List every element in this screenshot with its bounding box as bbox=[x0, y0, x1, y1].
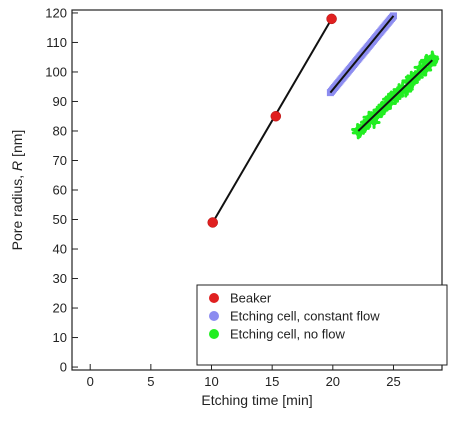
y-tick-label: 40 bbox=[53, 242, 67, 257]
series-0 bbox=[207, 13, 337, 228]
fit-line bbox=[329, 15, 395, 94]
tick-labels: 0 5 10 15 20 25 0 10 20 30 40 50 60 70 80 90 100 110 120 bbox=[45, 5, 400, 389]
data-point bbox=[389, 12, 397, 20]
y-tick-label: 30 bbox=[53, 271, 67, 286]
y-axis-label-suffix: [nm] bbox=[9, 130, 25, 161]
legend-marker-constant-flow bbox=[209, 311, 219, 321]
y-tick-label: 60 bbox=[53, 183, 67, 198]
fit-line bbox=[211, 18, 333, 223]
x-tick-label: 5 bbox=[147, 374, 154, 389]
x-tick-label: 15 bbox=[265, 374, 279, 389]
y-tick-label: 110 bbox=[46, 35, 67, 50]
legend-label-no-flow: Etching cell, no flow bbox=[230, 327, 346, 342]
legend: Beaker Etching cell, constant flow Etchi… bbox=[196, 284, 448, 366]
y-tick-label: 120 bbox=[45, 5, 67, 20]
legend-marker-no-flow bbox=[209, 329, 219, 339]
axis-ticks bbox=[72, 12, 394, 370]
data-point bbox=[207, 217, 218, 228]
legend-label-beaker: Beaker bbox=[230, 291, 272, 306]
fit-line bbox=[357, 59, 433, 132]
data-point bbox=[270, 110, 282, 122]
legend-marker-beaker bbox=[209, 293, 219, 303]
y-tick-label: 10 bbox=[53, 330, 67, 345]
series-2 bbox=[351, 50, 440, 140]
x-tick-label: 0 bbox=[87, 374, 94, 389]
y-axis-label: Pore radius, R [nm] bbox=[9, 130, 25, 251]
y-tick-label: 90 bbox=[53, 94, 67, 109]
legend-box bbox=[196, 284, 448, 366]
y-tick-label: 100 bbox=[45, 64, 67, 79]
y-tick-label: 0 bbox=[60, 360, 67, 375]
y-tick-label: 50 bbox=[53, 212, 67, 227]
series-1 bbox=[326, 12, 397, 97]
data-point bbox=[326, 13, 337, 25]
y-axis-label-prefix: Pore radius, bbox=[9, 171, 25, 250]
x-axis-label: Etching time [min] bbox=[201, 392, 312, 408]
y-axis-label-variable: R bbox=[9, 161, 25, 171]
x-tick-label: 10 bbox=[204, 374, 218, 389]
y-tick-label: 20 bbox=[53, 301, 67, 316]
x-tick-label: 20 bbox=[326, 374, 340, 389]
plot-series bbox=[207, 12, 440, 228]
legend-label-constant-flow: Etching cell, constant flow bbox=[230, 309, 380, 324]
y-tick-label: 80 bbox=[53, 123, 67, 138]
y-tick-label: 70 bbox=[53, 153, 67, 168]
plot-frame bbox=[71, 9, 443, 371]
x-tick-label: 25 bbox=[386, 374, 400, 389]
